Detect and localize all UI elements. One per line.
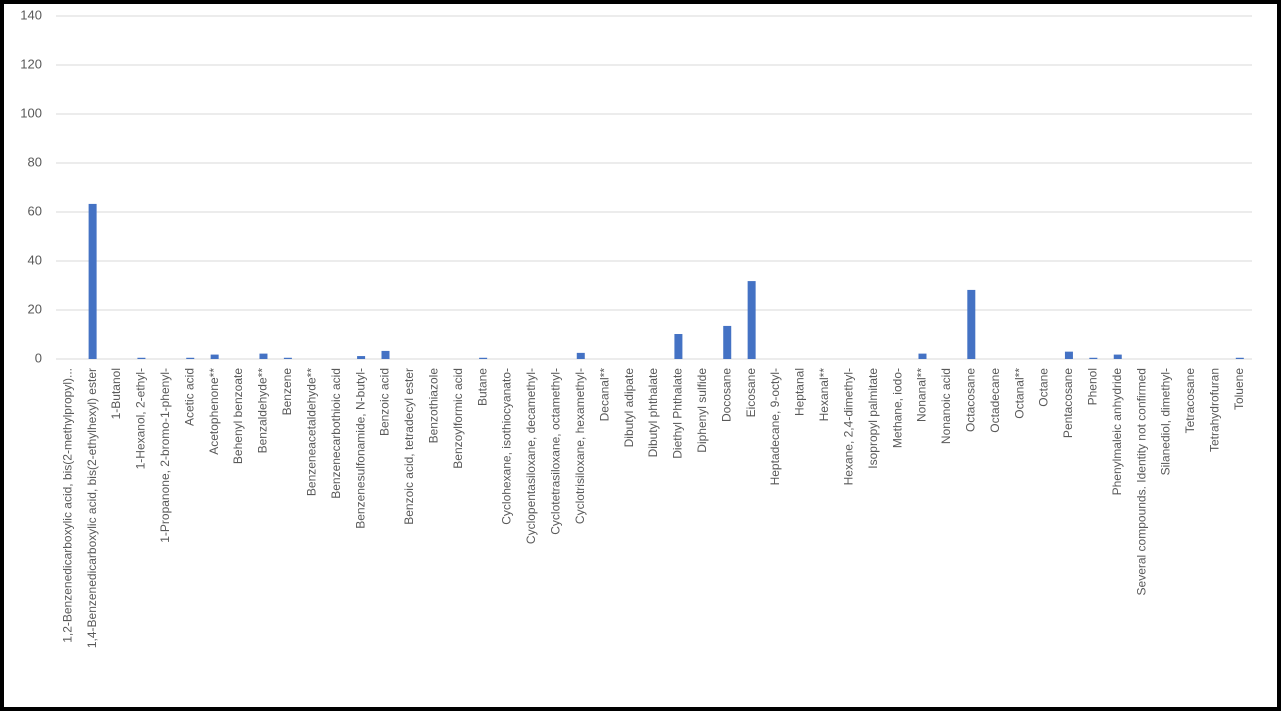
x-tick-label: Tetrahydrofuran	[1208, 368, 1222, 452]
bar	[576, 352, 585, 359]
bar	[1064, 351, 1073, 359]
y-tick-label: 100	[20, 105, 42, 120]
x-tick-label: Pentacosane	[1061, 368, 1075, 438]
x-tick-label: Diphenyl sulfide	[695, 368, 709, 453]
x-tick-label: Silanediol, dimethyl-	[1159, 368, 1173, 475]
x-tick-label: Phenylmaleic anhydride	[1110, 368, 1124, 496]
bar	[259, 353, 268, 359]
bar	[283, 357, 292, 359]
x-tick-label: Benzoic acid, tetradecyl ester	[402, 368, 416, 525]
x-tick-label: Octane	[1037, 368, 1051, 407]
x-tick-label: Benzeneacetaldehyde**	[304, 368, 318, 496]
x-tick-label: Decanal**	[597, 368, 611, 422]
x-tick-label: Behenyl benzoate	[231, 368, 245, 464]
x-tick-label: Eicosane	[744, 368, 758, 418]
x-tick-label: Nonanoic acid	[939, 368, 953, 444]
bar	[723, 325, 732, 359]
bar	[381, 350, 390, 359]
x-tick-label: 1,4-Benzenedicarboxylic acid, bis(2-ethy…	[85, 368, 99, 648]
bar	[967, 289, 976, 359]
x-tick-label: Phenol	[1086, 368, 1100, 405]
x-tick-label: Octacosane	[963, 368, 977, 432]
y-tick-label: 40	[28, 252, 42, 267]
x-tick-label: Docosane	[719, 368, 733, 422]
y-tick-label: 140	[20, 7, 42, 22]
bar	[357, 356, 366, 359]
x-tick-label: 1-Hexanol, 2-ethyl-	[134, 368, 148, 469]
x-tick-label: Tetracosane	[1183, 368, 1197, 434]
x-tick-label: Dibutyl adipate	[622, 368, 636, 448]
y-tick-label: 80	[28, 154, 42, 169]
chart: 0 20 40 60 80 100 120 140 1,2-Benzenedicarboxyli…	[20, 7, 1252, 648]
bar	[918, 353, 927, 359]
bar	[1089, 357, 1098, 359]
x-tick-label: Toluene	[1232, 368, 1246, 410]
x-tick-label: Butane	[475, 368, 489, 406]
x-tick-label: Dibutyl phthalate	[646, 368, 660, 458]
x-tick-label: Isopropyl palmitate	[866, 368, 880, 469]
bar	[747, 281, 756, 359]
x-tick-label: Benzene	[280, 368, 294, 416]
x-tick-label: Benzaldehyde**	[256, 368, 270, 454]
bar	[674, 334, 683, 359]
bar	[186, 357, 195, 359]
bar	[479, 357, 488, 359]
x-tick-label: Benzoylformic acid	[451, 368, 465, 469]
x-tick-label: 1,2-Benzenedicarboxylic acid, bis(2-meth…	[60, 368, 74, 643]
x-tick-label: Methane, iodo-	[890, 368, 904, 448]
x-tick-label: Several compounds. Identity not confirme…	[1134, 368, 1148, 595]
x-tick-label: Acetophenone**	[207, 368, 221, 455]
x-tick-label: Benzenesulfonamide, N-butyl-	[353, 368, 367, 529]
x-tick-label: Hexane, 2,4-dimethyl-	[841, 368, 855, 485]
x-tick-label: Nonanal**	[915, 368, 929, 422]
x-tick-label: Octanal**	[1012, 368, 1026, 419]
x-tick-label: Cyclopentasiloxane, decamethyl-	[524, 368, 538, 544]
x-tick-label: 1-Butanol	[109, 368, 123, 419]
x-tick-label: Acetic acid	[182, 368, 196, 426]
y-tick-label: 0	[35, 350, 42, 365]
y-tick-label: 60	[28, 203, 42, 218]
x-tick-label: Cyclotetrasiloxane, octamethyl-	[549, 368, 563, 535]
x-tick-label: Diethyl Phthalate	[671, 368, 685, 459]
x-tick-label: Hexanal**	[817, 368, 831, 422]
x-tick-label: Cyclotrisiloxane, hexamethyl-	[573, 368, 587, 524]
bar	[137, 357, 146, 359]
y-tick-label: 20	[28, 301, 42, 316]
x-tick-label: Benzoic acid	[378, 368, 392, 436]
x-tick-label: Heptanal	[793, 368, 807, 416]
bar	[1235, 357, 1244, 359]
bar	[210, 354, 219, 359]
x-tick-label: Heptadecane, 9-octyl-	[768, 368, 782, 485]
bar	[1113, 354, 1122, 359]
x-tick-label: Benzothiazole	[426, 368, 440, 444]
x-tick-label: 1-Propanone, 2-bromo-1-phenyl-	[158, 368, 172, 543]
x-tick-label: Benzenecarbothioic acid	[329, 368, 343, 499]
bar	[88, 203, 97, 359]
x-tick-label: Octadecane	[988, 368, 1002, 433]
x-tick-label: Cyclohexane, isothiocyanato-	[500, 368, 514, 525]
y-tick-label: 120	[20, 56, 42, 71]
